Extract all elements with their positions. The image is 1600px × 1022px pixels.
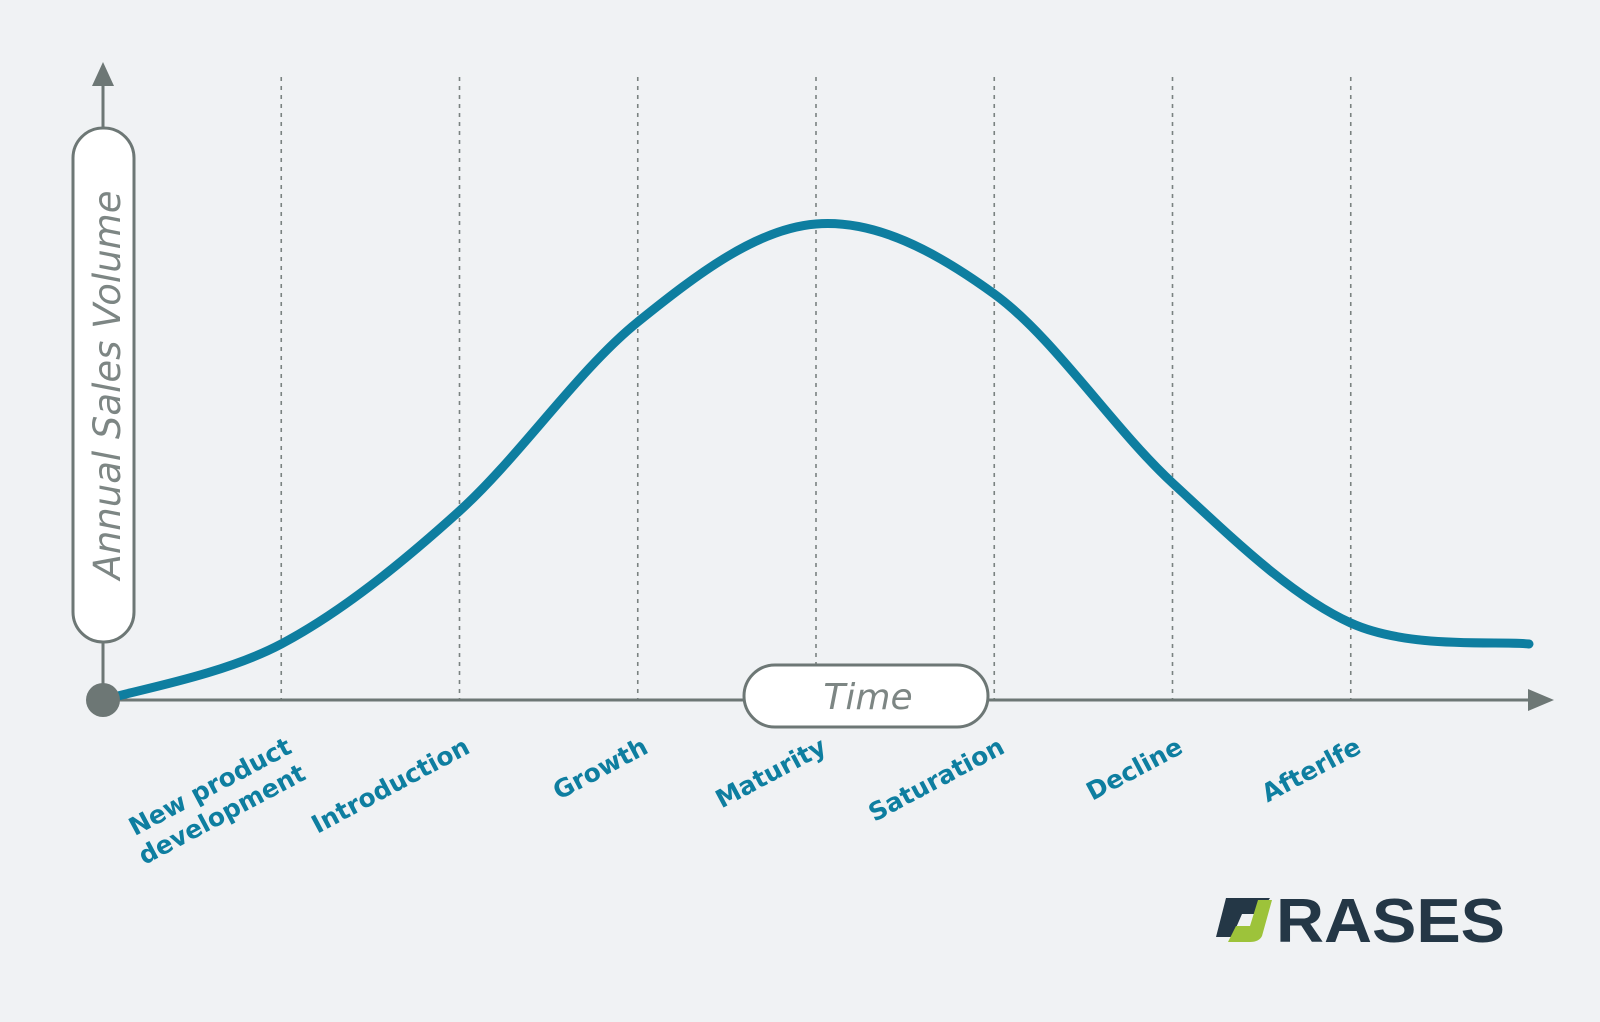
x-axis-label: Time bbox=[823, 677, 912, 718]
stage-label: Afterlfe bbox=[1257, 732, 1366, 808]
sales-curve bbox=[98, 219, 1534, 705]
stage-label: New productdevelopment bbox=[120, 732, 311, 871]
origin-dot bbox=[86, 683, 120, 717]
stage-label-line: Growth bbox=[548, 732, 652, 806]
stage-label-line: Saturation bbox=[864, 732, 1009, 828]
y-axis-arrow bbox=[92, 62, 114, 86]
stage-label: Saturation bbox=[864, 732, 1009, 828]
grid-layer bbox=[280, 77, 1352, 700]
stage-label-line: Maturity bbox=[711, 732, 831, 814]
x-axis-arrow bbox=[1528, 689, 1554, 711]
stage-label: Introduction bbox=[307, 732, 475, 840]
logo-mark-accent bbox=[1228, 900, 1272, 942]
stage-label: Decline bbox=[1082, 732, 1188, 807]
stage-label-line: Afterlfe bbox=[1257, 732, 1366, 808]
stage-label-line: Decline bbox=[1082, 732, 1188, 807]
orases-logo: RASES bbox=[1216, 887, 1505, 956]
x-axis-label-pill bbox=[742, 663, 990, 729]
y-axis-label: Annual Sales Volume bbox=[86, 191, 129, 582]
logo-text: RASES bbox=[1276, 887, 1505, 956]
stage-label: Growth bbox=[548, 732, 652, 806]
stage-label-line: Introduction bbox=[307, 732, 475, 840]
stage-label: Maturity bbox=[711, 732, 831, 814]
y-axis-label-pill bbox=[71, 126, 136, 644]
